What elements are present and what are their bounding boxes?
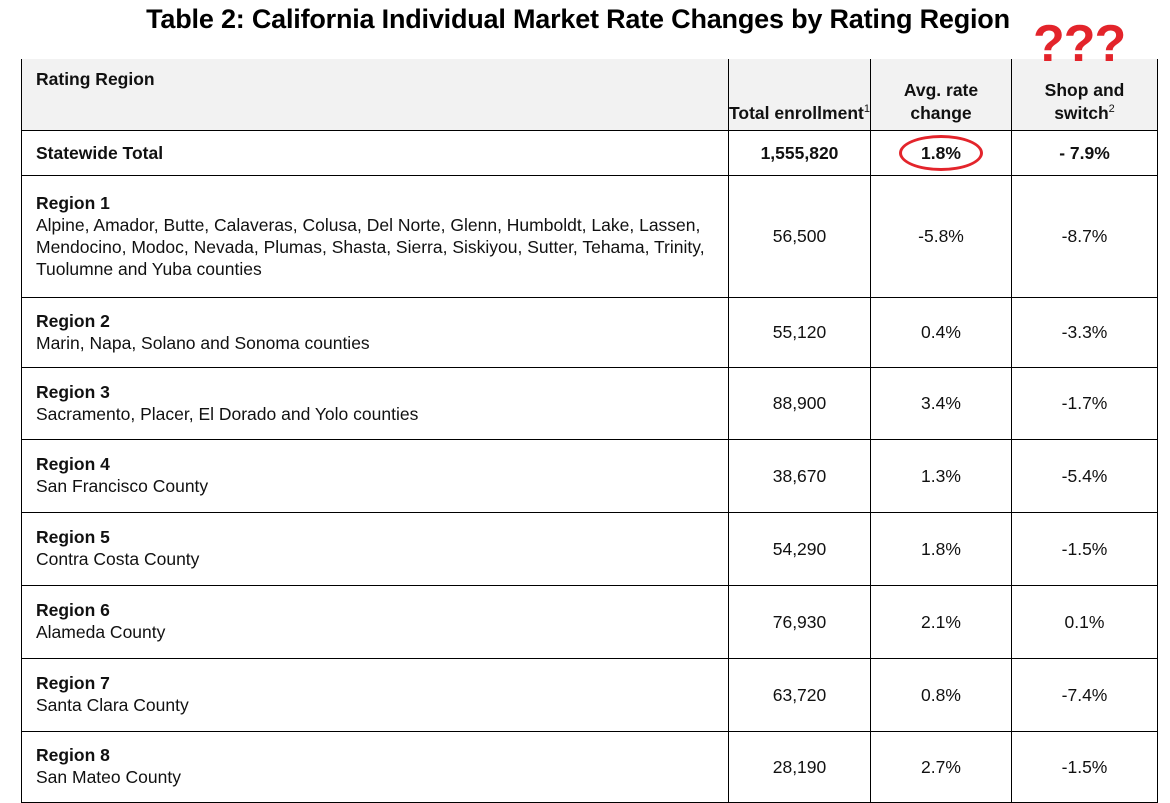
enrollment-cell: 63,720	[728, 658, 871, 732]
region-name: Region 5	[36, 527, 110, 547]
red-circle-annotation	[898, 135, 983, 171]
region-counties: Santa Clara County	[36, 695, 189, 715]
region-counties: San Mateo County	[36, 767, 181, 787]
region-counties: Sacramento, Placer, El Dorado and Yolo c…	[36, 403, 419, 424]
rate-change-cell: 0.4%	[870, 297, 1012, 368]
circled-value: 1.8%	[898, 135, 983, 171]
region-counties: Alpine, Amador, Butte, Calaveras, Colusa…	[36, 214, 705, 279]
enrollment-cell: 88,900	[728, 367, 871, 440]
table-row: Region 6 Alameda County 76,930 2.1% 0.1%	[21, 585, 1158, 659]
region-name: Region 2	[36, 310, 110, 331]
region-name: Region 1	[36, 192, 110, 213]
enrollment-cell: 56,500	[728, 175, 871, 298]
region-cell: Region 8 San Mateo County	[21, 731, 729, 803]
rate-change-cell: 1.8%	[870, 512, 1012, 586]
table-row: Region 8 San Mateo County 28,190 2.7% -1.…	[21, 731, 1158, 803]
rate-change-cell: -5.8%	[870, 175, 1012, 298]
region-cell: Region 6 Alameda County	[21, 585, 729, 659]
enrollment-cell: 55,120	[728, 297, 871, 368]
table-row: Region 4 San Francisco County 38,670 1.3%…	[21, 439, 1158, 513]
region-cell: Region 1 Alpine, Amador, Butte, Calaveras…	[21, 175, 729, 298]
region-counties: San Francisco County	[36, 476, 209, 496]
region-name: Region 7	[36, 673, 110, 693]
header-shop-and-switch-label: Shop and switch	[1044, 80, 1125, 123]
shop-switch-cell: -1.5%	[1011, 731, 1158, 803]
region-name: Region 4	[36, 454, 110, 474]
header-total-enrollment-label: Total enrollment	[729, 103, 864, 123]
region-counties: Alameda County	[36, 622, 166, 642]
enrollment-cell: 76,930	[728, 585, 871, 659]
header-shop-and-switch: Shop and switch2	[1011, 59, 1158, 131]
enrollment-cell: 54,290	[728, 512, 871, 586]
shop-switch-cell: -1.5%	[1011, 512, 1158, 586]
rate-change-cell: 1.3%	[870, 439, 1012, 513]
header-avg-rate-change: Avg. rate change	[870, 59, 1012, 131]
enrollment-cell: 28,190	[728, 731, 871, 803]
footnote-marker-1: 1	[863, 103, 870, 116]
shop-switch-cell: -7.4%	[1011, 658, 1158, 732]
statewide-total-row: Statewide Total 1,555,820 1.8% - 7.9%	[21, 130, 1158, 176]
region-cell: Region 7 Santa Clara County	[21, 658, 729, 732]
shop-switch-cell: -3.3%	[1011, 297, 1158, 368]
shop-switch-cell: -1.7%	[1011, 367, 1158, 440]
rate-change-cell: 3.4%	[870, 367, 1012, 440]
header-total-enrollment: Total enrollment1	[728, 59, 871, 131]
header-rating-region: Rating Region	[21, 59, 729, 131]
table-row: Region 2 Marin, Napa, Solano and Sonoma c…	[21, 297, 1158, 368]
rate-change-cell: 2.7%	[870, 731, 1012, 803]
footnote-marker-2: 2	[1108, 103, 1115, 116]
table-row: Region 3 Sacramento, Placer, El Dorado an…	[21, 367, 1158, 440]
shop-switch-cell: -8.7%	[1011, 175, 1158, 298]
table-header-row: Rating Region Total enrollment1 Avg. rat…	[21, 59, 1158, 131]
enrollment-cell: 38,670	[728, 439, 871, 513]
statewide-total-label: Statewide Total	[21, 130, 729, 176]
question-marks-annotation: ???	[1033, 15, 1126, 73]
statewide-total-enrollment: 1,555,820	[728, 130, 871, 176]
shop-switch-cell: -5.4%	[1011, 439, 1158, 513]
rate-change-cell: 2.1%	[870, 585, 1012, 659]
statewide-total-rate-change: 1.8%	[870, 130, 1012, 176]
rate-change-cell: 0.8%	[870, 658, 1012, 732]
statewide-total-shop-switch: - 7.9%	[1011, 130, 1158, 176]
table-title: Table 2: California Individual Market Ra…	[146, 4, 1010, 34]
region-cell: Region 3 Sacramento, Placer, El Dorado an…	[21, 367, 729, 440]
region-counties: Marin, Napa, Solano and Sonoma counties	[36, 332, 370, 353]
region-cell: Region 4 San Francisco County	[21, 439, 729, 513]
shop-switch-cell: 0.1%	[1011, 585, 1158, 659]
table-row: Region 1 Alpine, Amador, Butte, Calaveras…	[21, 175, 1158, 298]
table-row: Region 7 Santa Clara County 63,720 0.8% -…	[21, 658, 1158, 732]
region-name: Region 6	[36, 600, 110, 620]
table-row: Region 5 Contra Costa County 54,290 1.8% …	[21, 512, 1158, 586]
region-cell: Region 5 Contra Costa County	[21, 512, 729, 586]
region-name: Region 8	[36, 745, 110, 765]
rate-changes-table: Rating Region Total enrollment1 Avg. rat…	[21, 59, 1158, 803]
region-counties: Contra Costa County	[36, 549, 200, 569]
region-name: Region 3	[36, 381, 110, 402]
region-cell: Region 2 Marin, Napa, Solano and Sonoma c…	[21, 297, 729, 368]
